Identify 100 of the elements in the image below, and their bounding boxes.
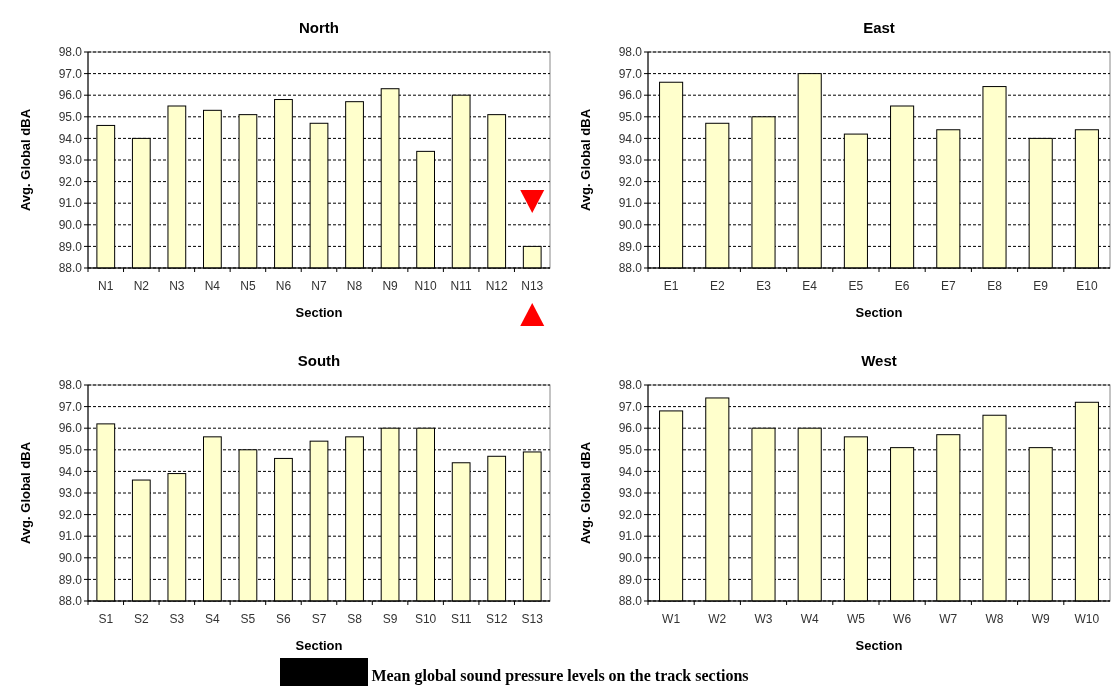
y-tick-label: 96.0 <box>618 421 643 436</box>
x-tick-label: N11 <box>450 279 473 293</box>
y-tick-label: 95.0 <box>58 110 83 124</box>
x-tick-label: W6 <box>893 612 912 626</box>
x-tick-label: N6 <box>275 279 292 293</box>
y-tick-label: 94.0 <box>618 464 643 479</box>
y-tick-label: 93.0 <box>58 153 83 168</box>
x-tick-label: S11 <box>450 612 472 626</box>
y-tick-label: 92.0 <box>58 507 83 522</box>
y-tick-label: 96.0 <box>58 88 83 103</box>
x-tick-label: W8 <box>985 612 1004 626</box>
y-tick-label: 94.0 <box>58 131 83 146</box>
y-tick-label: 95.0 <box>618 110 643 124</box>
y-tick-label: 91.0 <box>618 196 643 211</box>
x-tick-label: S13 <box>521 612 544 626</box>
x-axis-title: Section <box>295 305 343 320</box>
y-tick-label: 98.0 <box>58 45 83 60</box>
y-tick-label: 96.0 <box>58 421 83 436</box>
x-tick-label: N4 <box>204 279 221 293</box>
x-tick-label: N7 <box>311 279 327 293</box>
x-tick-label: N5 <box>240 279 256 293</box>
y-tick-label: 92.0 <box>618 174 643 189</box>
y-tick-label: 88.0 <box>58 594 83 609</box>
chart-title: North <box>299 19 339 36</box>
x-tick-label: N8 <box>346 279 363 293</box>
y-tick-label: 89.0 <box>58 572 83 587</box>
x-tick-label: S1 <box>98 612 114 626</box>
x-tick-label: N9 <box>382 279 399 293</box>
x-tick-label: S3 <box>169 612 185 626</box>
y-tick-label: 95.0 <box>58 443 83 457</box>
y-tick-label: 97.0 <box>618 399 643 414</box>
x-tick-label: E5 <box>848 279 864 293</box>
x-tick-label: W7 <box>939 612 958 626</box>
x-tick-label: W5 <box>846 612 866 626</box>
x-tick-label: E2 <box>709 279 725 293</box>
y-tick-label: 88.0 <box>618 261 643 276</box>
chart-title: South <box>297 352 341 369</box>
y-tick-label: 89.0 <box>618 239 643 254</box>
y-axis-title: Avg. Global dBA <box>578 108 593 212</box>
x-tick-label: E6 <box>894 279 910 293</box>
x-tick-label: E7 <box>940 279 956 293</box>
y-tick-label: 90.0 <box>58 218 83 232</box>
y-tick-label: 89.0 <box>58 239 83 254</box>
x-tick-label: N12 <box>485 279 509 293</box>
x-tick-label: W9 <box>1031 612 1051 626</box>
y-axis-title: Avg. Global dBA <box>18 108 33 212</box>
y-tick-label: 90.0 <box>58 551 83 565</box>
x-tick-label: N3 <box>169 279 185 293</box>
y-tick-label: 94.0 <box>58 464 83 479</box>
x-tick-label: S5 <box>240 612 256 626</box>
x-tick-label: E4 <box>802 279 818 293</box>
y-tick-label: 98.0 <box>618 45 643 60</box>
x-tick-label: W4 <box>800 612 820 626</box>
y-tick-label: 97.0 <box>58 66 83 81</box>
x-tick-label: N2 <box>133 279 150 293</box>
y-tick-label: 96.0 <box>618 88 643 103</box>
x-tick-label: S12 <box>486 612 508 626</box>
y-tick-label: 91.0 <box>58 196 83 211</box>
x-tick-label: E10 <box>1076 279 1098 293</box>
y-tick-label: 90.0 <box>618 551 643 565</box>
x-tick-label: W3 <box>754 612 773 626</box>
x-tick-label: N1 <box>98 279 114 293</box>
y-tick-label: 89.0 <box>618 572 643 587</box>
x-tick-label: S8 <box>347 612 363 626</box>
x-tick-label: E3 <box>756 279 772 293</box>
y-tick-label: 88.0 <box>58 261 83 276</box>
x-tick-label: N13 <box>521 279 544 293</box>
y-tick-label: 93.0 <box>618 486 643 501</box>
y-tick-label: 98.0 <box>618 378 643 393</box>
x-axis-title: Section <box>855 305 903 320</box>
x-tick-label: S2 <box>133 612 149 626</box>
y-tick-label: 90.0 <box>618 218 643 232</box>
x-tick-label: N10 <box>414 279 437 293</box>
y-tick-label: 98.0 <box>58 378 83 393</box>
x-tick-label: E1 <box>663 279 679 293</box>
x-tick-label: S7 <box>311 612 327 626</box>
y-axis-title: Avg. Global dBA <box>578 441 593 545</box>
y-tick-label: 97.0 <box>618 66 643 81</box>
x-tick-label: W1 <box>662 612 681 626</box>
chart-title: East <box>863 19 895 36</box>
y-tick-label: 93.0 <box>618 153 643 168</box>
x-tick-label: W2 <box>708 612 727 626</box>
y-axis-title: Avg. Global dBA <box>18 441 33 545</box>
x-axis-title: Section <box>295 638 343 653</box>
chart-title: West <box>861 352 897 369</box>
x-axis-title: Section <box>855 638 903 653</box>
x-tick-label: E8 <box>987 279 1003 293</box>
y-tick-label: 93.0 <box>58 486 83 501</box>
y-tick-label: 94.0 <box>618 131 643 146</box>
y-tick-label: 95.0 <box>618 443 643 457</box>
y-tick-label: 92.0 <box>58 174 83 189</box>
y-tick-label: 91.0 <box>58 529 83 544</box>
x-tick-label: S10 <box>414 612 437 626</box>
x-tick-label: S4 <box>205 612 221 626</box>
x-tick-label: S6 <box>276 612 292 626</box>
y-tick-label: 91.0 <box>618 529 643 544</box>
x-tick-label: E9 <box>1033 279 1049 293</box>
y-tick-label: 92.0 <box>618 507 643 522</box>
y-tick-label: 97.0 <box>58 399 83 414</box>
y-tick-label: 88.0 <box>618 594 643 609</box>
